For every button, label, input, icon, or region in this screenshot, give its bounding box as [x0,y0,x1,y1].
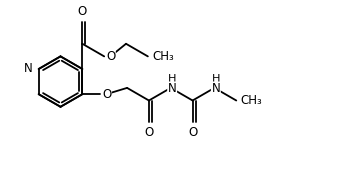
Text: CH₃: CH₃ [152,50,174,63]
Text: O: O [78,5,87,18]
Text: O: O [144,126,154,139]
Text: H: H [168,74,176,84]
Text: N: N [168,82,177,95]
Text: N: N [24,62,32,75]
Text: CH₃: CH₃ [240,94,262,107]
Text: O: O [106,50,115,63]
Text: H: H [212,74,220,84]
Text: O: O [102,88,112,101]
Text: N: N [211,82,220,95]
Text: O: O [188,126,197,139]
